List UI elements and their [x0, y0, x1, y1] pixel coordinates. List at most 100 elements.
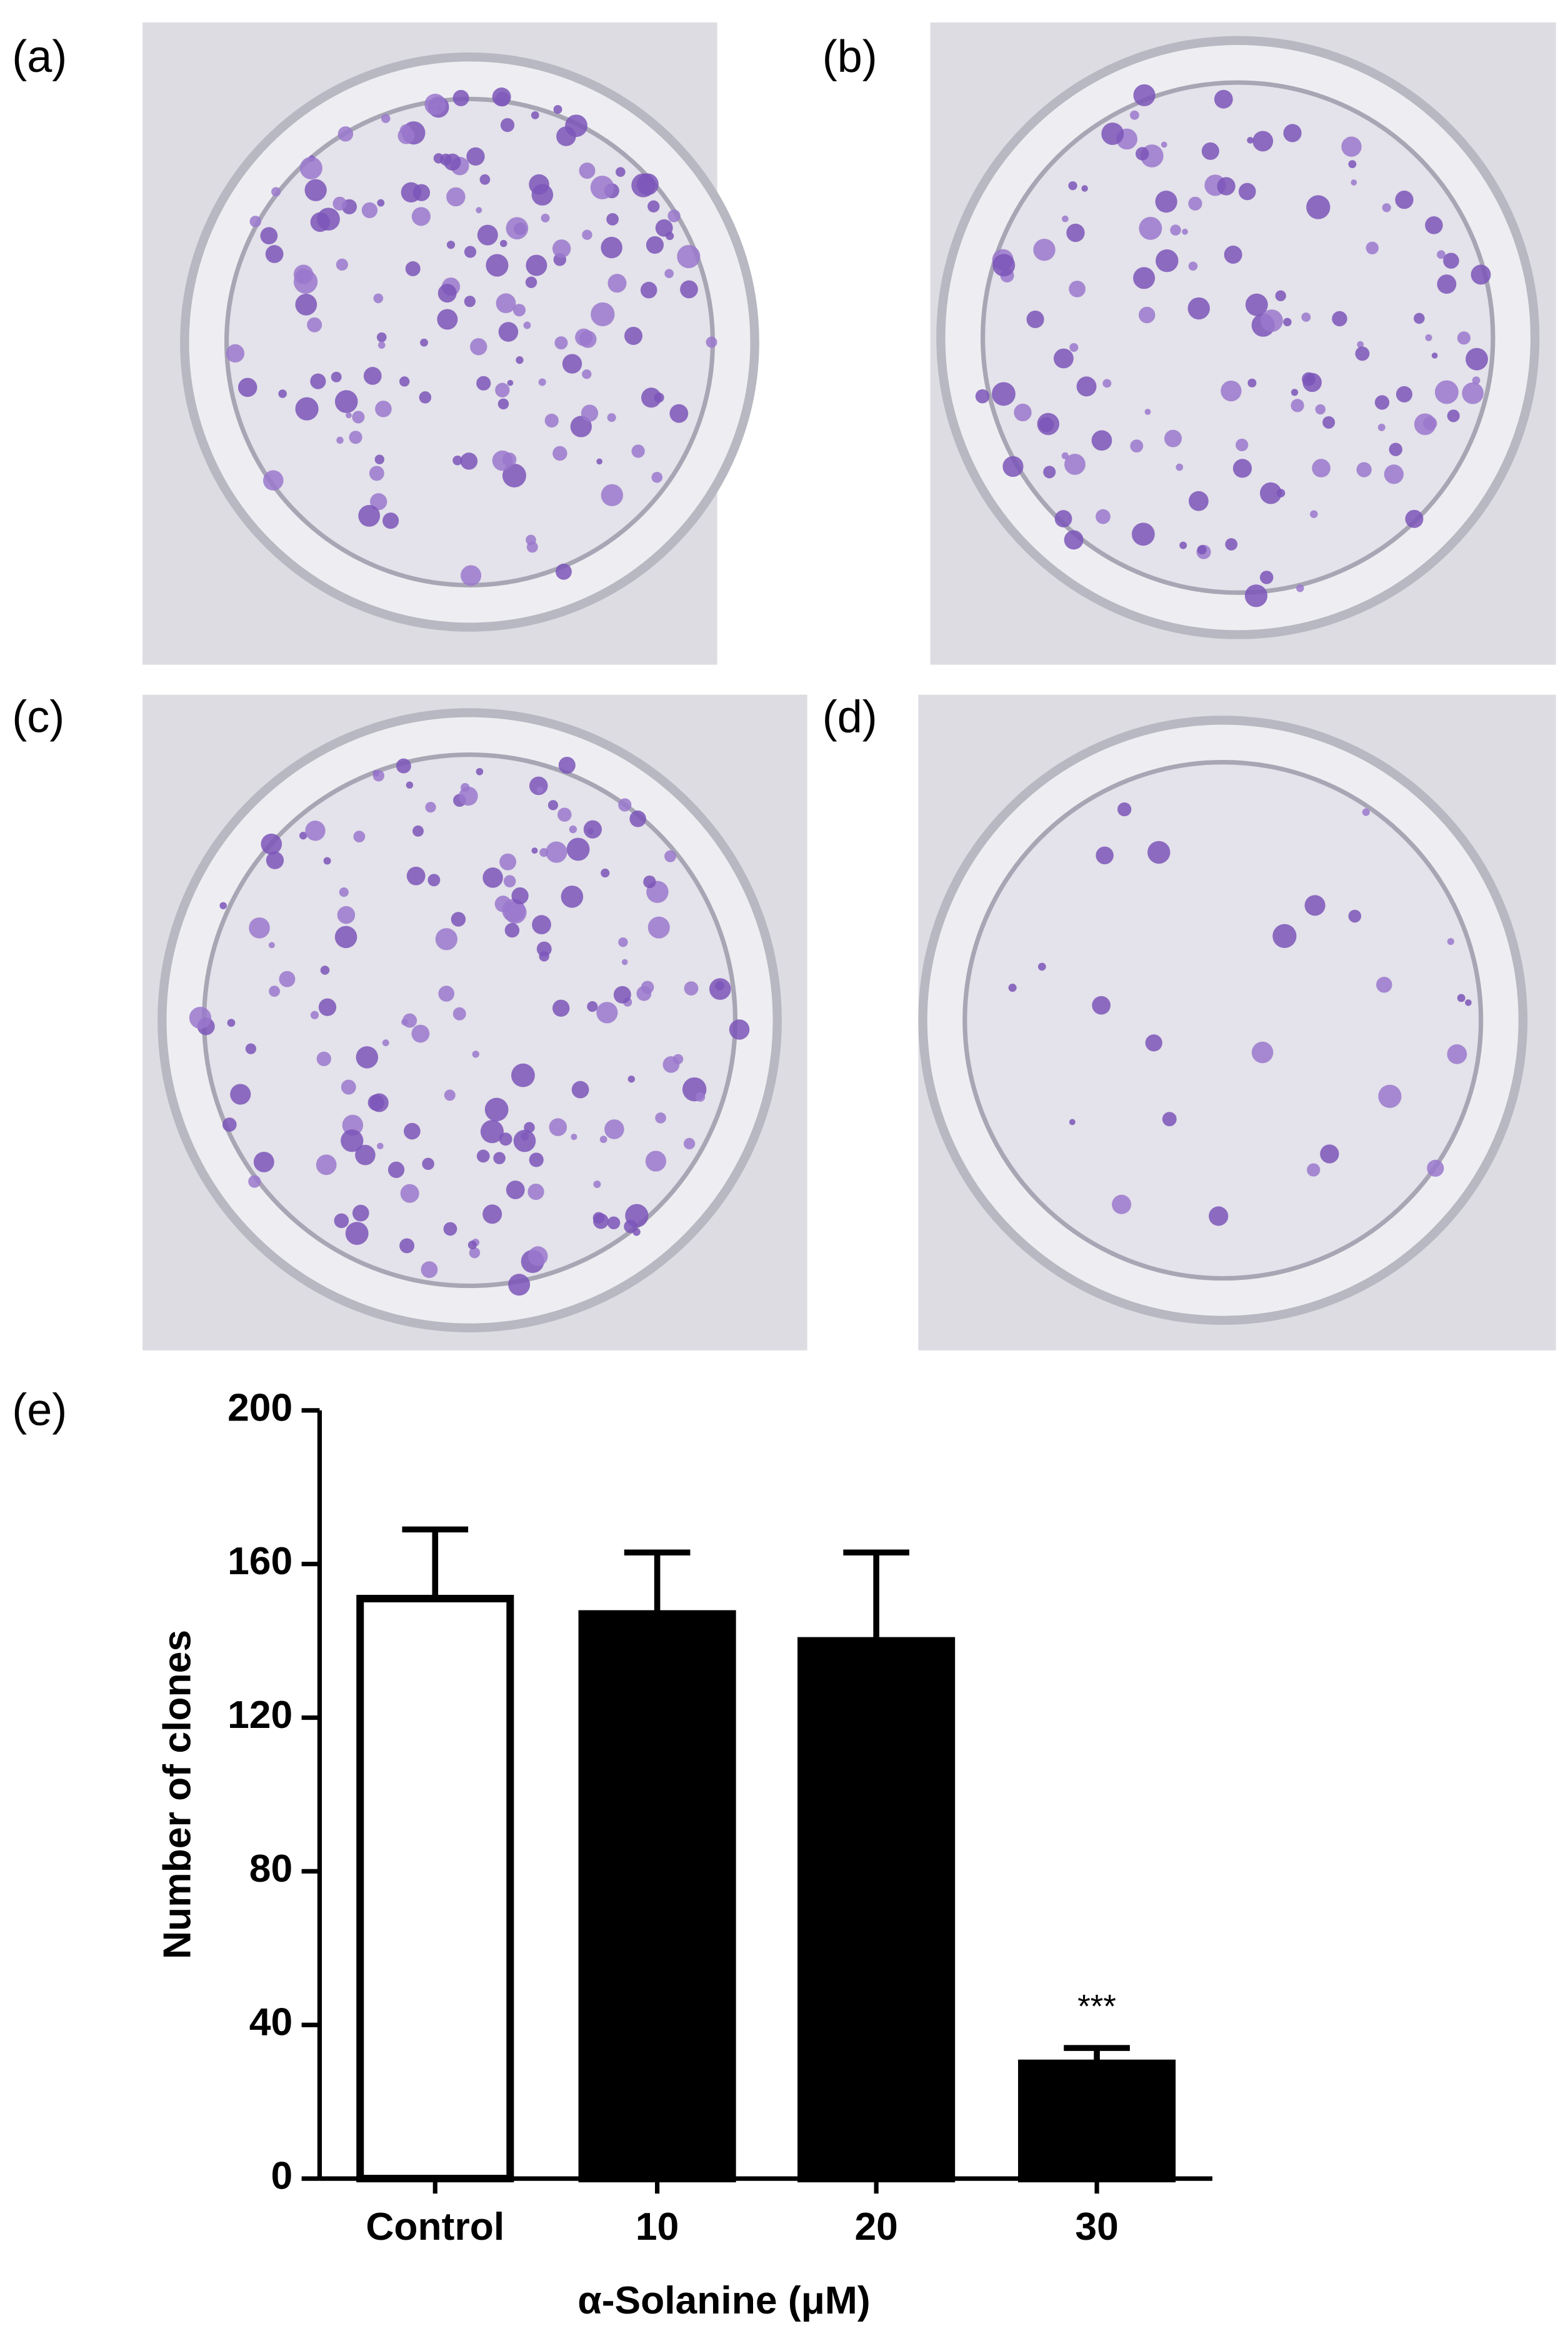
- x-tick-label: 10: [636, 2205, 679, 2249]
- colony: [1296, 584, 1304, 592]
- colony: [566, 837, 590, 861]
- colony: [1225, 538, 1238, 551]
- colony: [476, 207, 482, 214]
- colony: [452, 89, 469, 106]
- colony: [437, 284, 457, 303]
- colony: [268, 942, 275, 949]
- colony: [1396, 386, 1412, 402]
- y-tick-label: 160: [227, 1539, 292, 1583]
- colony: [1306, 195, 1331, 219]
- colony: [399, 376, 410, 387]
- colony: [1304, 895, 1326, 916]
- colony: [1179, 541, 1187, 549]
- colony: [1355, 346, 1370, 361]
- colony: [382, 1039, 389, 1047]
- colony: [401, 1019, 408, 1026]
- dish-inner: [201, 752, 738, 1289]
- colony: [446, 241, 456, 249]
- colony: [556, 126, 576, 146]
- colony: [581, 404, 599, 422]
- colony: [1037, 962, 1046, 971]
- colony: [1245, 293, 1268, 316]
- y-tick-label: 120: [227, 1693, 292, 1737]
- colony: [476, 767, 484, 776]
- colony: [337, 126, 354, 142]
- colony: [1064, 530, 1084, 550]
- colony: [579, 162, 596, 179]
- colony: [437, 309, 458, 330]
- colony: [320, 966, 330, 975]
- colony: [625, 1204, 649, 1227]
- colony: [334, 1213, 349, 1229]
- colony: [508, 1274, 531, 1296]
- colony: [502, 452, 517, 467]
- colony: [553, 105, 562, 114]
- bar: [1018, 2059, 1176, 2183]
- colony: [1291, 389, 1299, 396]
- colony: [370, 493, 387, 511]
- colony: [266, 851, 284, 869]
- colony: [1247, 137, 1254, 144]
- colony: [506, 1180, 525, 1199]
- colony: [420, 338, 428, 347]
- colony: [1014, 403, 1032, 422]
- colony: [554, 336, 568, 350]
- colony: [1102, 379, 1112, 388]
- bar-chart: 0 40 80 120 160 200 Control 10 20 30 ***: [227, 1385, 1212, 2249]
- colony: [1068, 181, 1077, 191]
- bar: [578, 1610, 736, 2183]
- x-tick-label: 20: [854, 2205, 897, 2249]
- colony: [310, 1011, 319, 1019]
- colony: [506, 217, 529, 240]
- colony: [631, 444, 645, 458]
- colony: [1096, 509, 1111, 524]
- colony: [1129, 110, 1139, 120]
- colony: [378, 341, 386, 349]
- colony: [1161, 141, 1167, 148]
- colony: [526, 534, 536, 546]
- colony: [433, 153, 444, 164]
- colony: [569, 825, 577, 834]
- colony: [271, 187, 281, 197]
- colony: [269, 986, 281, 997]
- colony: [529, 1152, 544, 1167]
- colony: [570, 416, 592, 437]
- colony: [593, 1180, 601, 1189]
- colony: [729, 1019, 750, 1040]
- colony: [604, 1119, 624, 1139]
- colony: [374, 454, 384, 464]
- colony: [493, 1152, 506, 1164]
- colony: [461, 565, 482, 586]
- colony: [334, 926, 357, 949]
- colony: [618, 798, 632, 812]
- colony: [1112, 1194, 1132, 1214]
- x-tick-label: Control: [366, 2205, 504, 2249]
- colony: [618, 937, 628, 947]
- colony: [1244, 584, 1268, 607]
- colony: [1076, 376, 1097, 397]
- colony: [596, 458, 602, 465]
- colony: [425, 802, 436, 813]
- colony: [334, 390, 358, 413]
- panel-label: (d): [822, 692, 877, 742]
- colony: [1425, 334, 1432, 341]
- colony: [406, 866, 426, 886]
- colony: [249, 216, 261, 227]
- colony: [544, 413, 559, 428]
- colony: [400, 1184, 419, 1203]
- colony: [1162, 1112, 1177, 1127]
- colony: [1033, 239, 1056, 261]
- colony: [552, 999, 570, 1017]
- colony: [331, 371, 342, 382]
- colony: [484, 1097, 509, 1122]
- colony: [1132, 522, 1155, 546]
- colony: [571, 1134, 577, 1141]
- colony: [499, 853, 517, 871]
- colony: [601, 236, 622, 259]
- colony: [405, 261, 421, 276]
- photos: [142, 22, 1556, 1350]
- y-tick-label: 0: [271, 2154, 292, 2198]
- panel-label: (e): [12, 1385, 67, 1435]
- colony: [1395, 191, 1414, 209]
- colony: [337, 906, 356, 924]
